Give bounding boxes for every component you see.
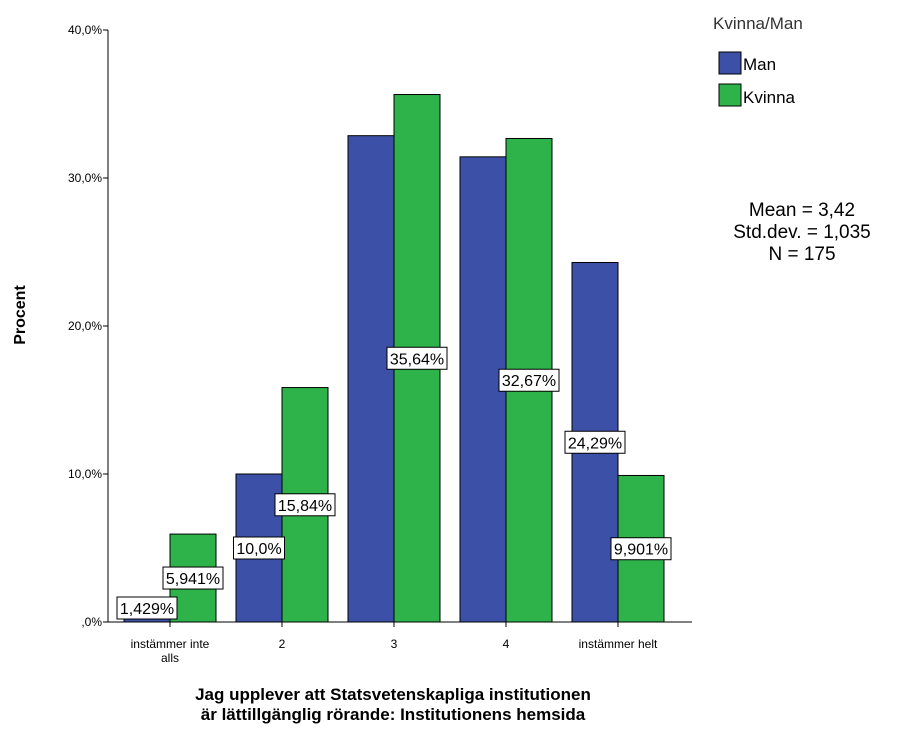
data-label-text: 10,0% (236, 541, 281, 558)
data-label-kvinna: 5,941% (162, 566, 224, 590)
data-label-box (610, 537, 672, 561)
data-label-box (498, 368, 560, 392)
x-tick-label: instämmer helt (579, 637, 658, 651)
bar-man (347, 135, 395, 623)
y-tick-label: 10,0% (68, 467, 102, 481)
legend-swatch-kvinna (718, 83, 742, 107)
y-axis-label: Procent (12, 285, 29, 345)
x-tick-label: instämmer inte (131, 637, 210, 651)
data-label-box (116, 596, 178, 620)
data-label-kvinna: 35,64% (386, 346, 448, 370)
stat-mean: Mean = 3,42 (749, 200, 855, 221)
legend-label-man: Man (743, 55, 776, 74)
x-tick-label: 4 (503, 637, 510, 651)
data-label-man: 1,429% (116, 596, 178, 620)
y-tick-label: 40,0% (68, 23, 102, 37)
summary-statistics: Mean = 3,42 Std.dev. = 1,035 N = 175 (733, 200, 871, 265)
data-labels: 1,429% 5,941% 10,0% 15,84% 35,64% 32,67% 24,29… (116, 346, 672, 620)
data-label-text: 5,941% (166, 571, 220, 588)
x-tick-label: alls (161, 651, 179, 665)
data-label-text: 1,429% (120, 601, 174, 618)
data-label-text: 24,29% (568, 435, 622, 452)
data-label-box (233, 536, 285, 560)
y-tick-label: ,0% (81, 615, 102, 629)
stat-std-dev: Std.dev. = 1,035 (733, 222, 871, 243)
data-label-text: 9,901% (614, 542, 668, 559)
bar-man (459, 156, 507, 623)
data-label-text: 35,64% (390, 351, 444, 368)
x-axis-label-line-1: Jag upplever att Statsvetenskapliga inst… (195, 685, 591, 704)
data-label-kvinna: 32,67% (498, 368, 560, 392)
x-axis-label-line-2: är lättillgänglig rörande: Institutionen… (201, 705, 586, 724)
data-label-man: 24,29% (564, 430, 626, 454)
legend-swatch-man (718, 51, 742, 75)
data-label-text: 32,67% (502, 373, 556, 390)
data-label-kvinna: 9,901% (610, 537, 672, 561)
data-label-box (274, 493, 336, 517)
x-tick-label: 2 (279, 637, 286, 651)
data-label-man: 10,0% (233, 536, 285, 560)
x-tick-label: 3 (391, 637, 398, 651)
data-label-box (564, 430, 626, 454)
y-tick-label: 20,0% (68, 319, 102, 333)
data-label-text: 15,84% (278, 498, 332, 515)
stat-n: N = 175 (768, 244, 835, 265)
legend-label-kvinna: Kvinna (743, 88, 796, 107)
legend: Kvinna/Man Man Kvinna (713, 14, 803, 107)
data-label-kvinna: 15,84% (274, 493, 336, 517)
legend-title: Kvinna/Man (713, 14, 803, 33)
data-label-box (386, 346, 448, 370)
data-label-box (162, 566, 224, 590)
y-tick-label: 30,0% (68, 171, 102, 185)
